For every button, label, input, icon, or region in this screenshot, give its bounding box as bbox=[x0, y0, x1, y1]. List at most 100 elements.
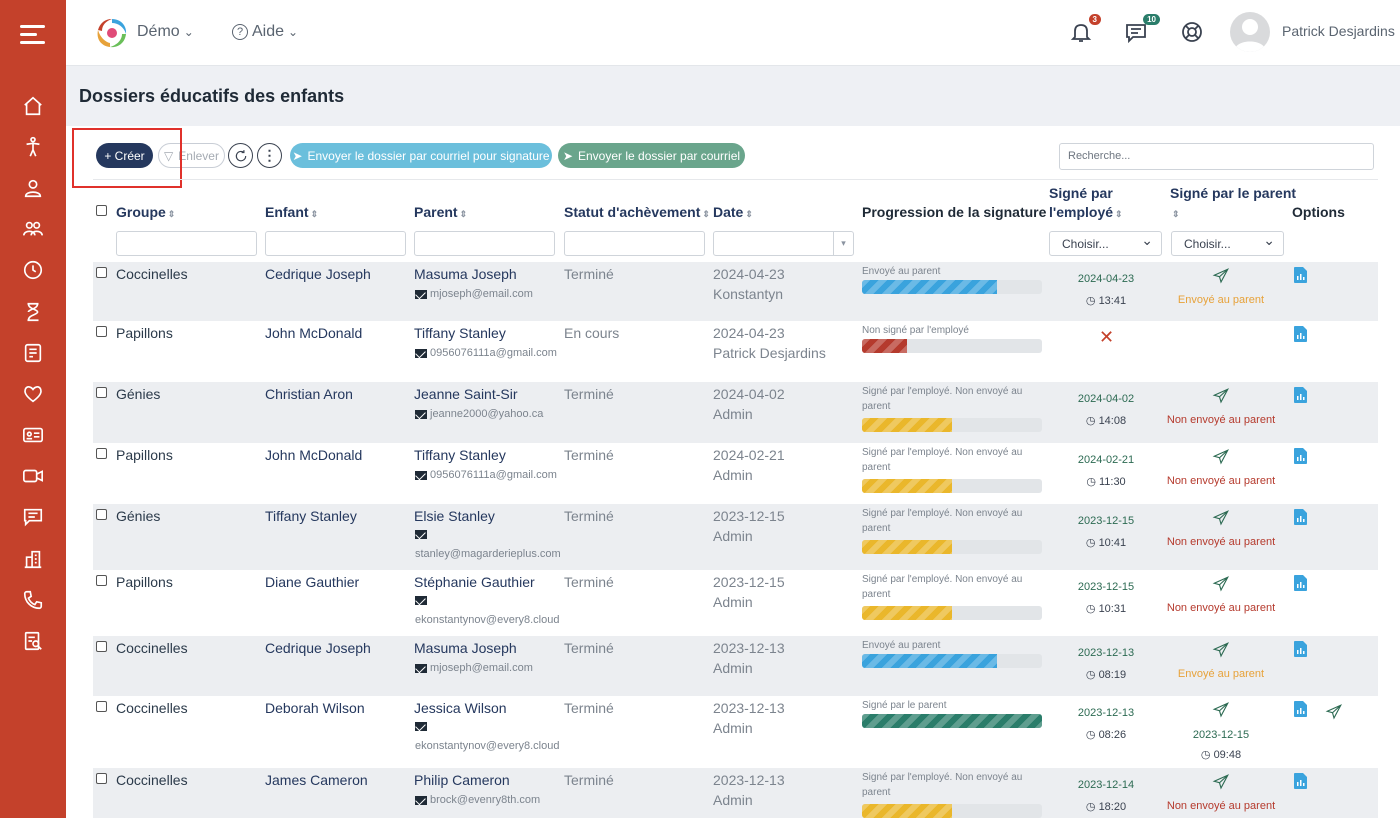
user-name[interactable]: Patrick Desjardins bbox=[1282, 23, 1395, 39]
row-checkbox[interactable] bbox=[96, 448, 107, 459]
cell-child[interactable]: Diane Gauthier bbox=[265, 574, 360, 590]
cell-parent[interactable]: Elsie Stanley bbox=[414, 508, 495, 524]
select-all-checkbox[interactable] bbox=[96, 205, 107, 216]
cell-child[interactable]: Christian Aron bbox=[265, 386, 353, 402]
heart-icon[interactable] bbox=[21, 382, 45, 406]
brand-logo[interactable] bbox=[94, 15, 130, 51]
filter-date-input[interactable]: ▾ bbox=[713, 231, 854, 256]
send-for-signature-button[interactable]: ➤ Envoyer le dossier par courriel pour si… bbox=[290, 143, 552, 168]
column-parent[interactable]: Parent ⇕ bbox=[414, 204, 468, 220]
document-icon[interactable] bbox=[1294, 575, 1307, 591]
child-icon[interactable] bbox=[21, 135, 45, 159]
hourglass-icon[interactable] bbox=[21, 300, 45, 324]
row-checkbox[interactable] bbox=[96, 267, 107, 278]
home-icon[interactable] bbox=[21, 94, 45, 118]
cell-child[interactable]: Tiffany Stanley bbox=[265, 508, 357, 524]
date-dropdown-icon[interactable]: ▾ bbox=[833, 232, 853, 255]
send-icon[interactable] bbox=[1212, 509, 1230, 527]
cell-parent[interactable]: Tiffany Stanley bbox=[414, 447, 506, 463]
cell-email[interactable]: mjoseph@email.com bbox=[415, 288, 533, 300]
cell-parent[interactable]: Masuma Joseph bbox=[414, 640, 517, 656]
document-icon[interactable] bbox=[1294, 641, 1307, 657]
column-signed-parent-sort[interactable]: ⇕ bbox=[1172, 209, 1180, 219]
table-row[interactable] bbox=[93, 382, 1378, 443]
column-child[interactable]: Enfant ⇕ bbox=[265, 204, 319, 220]
send-icon[interactable] bbox=[1212, 701, 1230, 719]
filter-child-input[interactable] bbox=[265, 231, 406, 256]
cell-email[interactable]: mjoseph@email.com bbox=[415, 662, 533, 674]
table-row[interactable] bbox=[93, 262, 1378, 321]
row-checkbox[interactable] bbox=[96, 701, 107, 712]
document-icon[interactable] bbox=[1294, 448, 1307, 464]
cell-child[interactable]: Deborah Wilson bbox=[265, 700, 365, 716]
cell-parent[interactable]: Stéphanie Gauthier bbox=[414, 574, 535, 590]
document-icon[interactable] bbox=[1294, 701, 1307, 717]
cell-email[interactable]: stanley@magarderieplus.com bbox=[415, 548, 561, 560]
cell-email[interactable]: jeanne2000@yahoo.ca bbox=[415, 408, 543, 420]
row-checkbox[interactable] bbox=[96, 387, 107, 398]
column-signed-parent[interactable]: Signé par le parent bbox=[1170, 185, 1297, 201]
search-input[interactable]: Recherche... bbox=[1059, 143, 1374, 170]
clock-icon[interactable] bbox=[21, 258, 45, 282]
users-icon[interactable] bbox=[21, 217, 45, 241]
table-row[interactable] bbox=[93, 636, 1378, 696]
table-row[interactable] bbox=[93, 768, 1378, 818]
row-checkbox[interactable] bbox=[96, 641, 107, 652]
cell-email[interactable]: brock@evenry8th.com bbox=[415, 794, 540, 806]
document-icon[interactable] bbox=[1294, 387, 1307, 403]
cell-email[interactable]: ekonstantynov@every8.cloud bbox=[415, 740, 560, 752]
id-card-icon[interactable] bbox=[21, 423, 45, 447]
send-icon[interactable] bbox=[1212, 448, 1230, 466]
filter-status-input[interactable] bbox=[564, 231, 705, 256]
send-icon[interactable] bbox=[1212, 387, 1230, 405]
refresh-button[interactable] bbox=[228, 143, 253, 168]
filter-signed-parent-select[interactable]: Choisir... bbox=[1171, 231, 1284, 256]
column-signed-employee[interactable]: Signé par bbox=[1049, 185, 1113, 201]
row-checkbox[interactable] bbox=[96, 326, 107, 337]
column-status[interactable]: Statut d'achèvement ⇕ bbox=[564, 204, 710, 220]
send-icon[interactable] bbox=[1212, 267, 1230, 285]
filter-parent-input[interactable] bbox=[414, 231, 555, 256]
cell-child[interactable]: John McDonald bbox=[265, 325, 363, 341]
remove-filter-button[interactable]: ▽ Enlever bbox=[158, 143, 225, 168]
send-icon[interactable] bbox=[1212, 575, 1230, 593]
more-options-button[interactable]: ⋮ bbox=[257, 143, 282, 168]
row-checkbox[interactable] bbox=[96, 509, 107, 520]
cell-parent[interactable]: Masuma Joseph bbox=[414, 266, 517, 282]
cell-parent[interactable]: Philip Cameron bbox=[414, 772, 510, 788]
message-icon[interactable] bbox=[21, 505, 45, 529]
user-icon[interactable] bbox=[21, 176, 45, 200]
filter-signed-employee-select[interactable]: Choisir... bbox=[1049, 231, 1162, 256]
invoice-icon[interactable] bbox=[21, 341, 45, 365]
cell-parent[interactable]: Jeanne Saint-Sir bbox=[414, 386, 518, 402]
cell-email[interactable]: 0956076111a@gmail.com bbox=[415, 469, 557, 481]
row-checkbox[interactable] bbox=[96, 575, 107, 586]
cell-child[interactable]: Cedrique Joseph bbox=[265, 266, 371, 282]
bell-icon[interactable]: 3 bbox=[1069, 14, 1101, 46]
send-icon[interactable] bbox=[1212, 641, 1230, 659]
cell-email[interactable]: 0956076111a@gmail.com bbox=[415, 347, 557, 359]
send-by-email-button[interactable]: ➤ Envoyer le dossier par courriel bbox=[558, 143, 745, 168]
document-icon[interactable] bbox=[1294, 773, 1307, 789]
cell-child[interactable]: James Cameron bbox=[265, 772, 368, 788]
menu-help[interactable]: ? Aide ⌄ bbox=[232, 23, 298, 41]
report-icon[interactable] bbox=[21, 629, 45, 653]
phone-icon[interactable] bbox=[21, 588, 45, 612]
cell-parent[interactable]: Tiffany Stanley bbox=[414, 325, 506, 341]
avatar[interactable] bbox=[1230, 12, 1270, 52]
send-icon[interactable] bbox=[1325, 703, 1343, 721]
column-signed-employee-2[interactable]: l'employé ⇕ bbox=[1049, 204, 1123, 220]
cell-email[interactable]: ekonstantynov@every8.cloud bbox=[415, 614, 560, 626]
building-icon[interactable] bbox=[21, 547, 45, 571]
document-icon[interactable] bbox=[1294, 509, 1307, 525]
video-icon[interactable] bbox=[21, 464, 45, 488]
column-date[interactable]: Date ⇕ bbox=[713, 204, 753, 220]
chat-icon[interactable]: 10 bbox=[1124, 14, 1160, 46]
filter-group-input[interactable] bbox=[116, 231, 257, 256]
cell-child[interactable]: John McDonald bbox=[265, 447, 363, 463]
cell-child[interactable]: Cedrique Joseph bbox=[265, 640, 371, 656]
create-button[interactable]: + Créer bbox=[96, 143, 153, 168]
table-row[interactable] bbox=[93, 504, 1378, 570]
cell-parent[interactable]: Jessica Wilson bbox=[414, 700, 507, 716]
document-icon[interactable] bbox=[1294, 326, 1307, 342]
